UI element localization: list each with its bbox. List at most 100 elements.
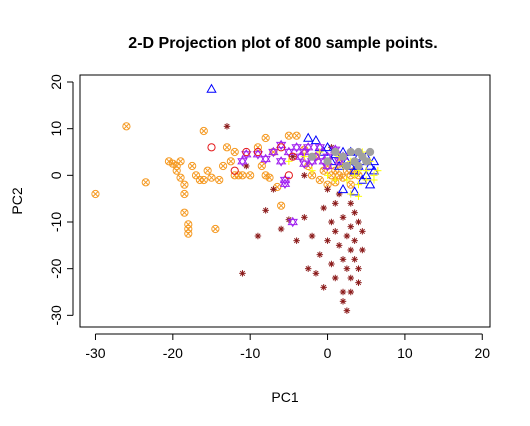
data-point: [283, 146, 295, 158]
data-point: [291, 142, 302, 153]
plot-frame: [79, 74, 491, 328]
data-point: [253, 147, 263, 157]
data-point: [365, 147, 375, 157]
data-point: [279, 178, 291, 189]
data-point: [254, 232, 262, 240]
points-layer: [91, 83, 382, 314]
data-point: [355, 218, 362, 226]
data-point: [332, 200, 339, 207]
data-point: [335, 242, 343, 249]
data-point: [351, 171, 359, 179]
data-point: [349, 186, 360, 196]
data-point: [328, 218, 335, 226]
data-point: [357, 174, 368, 184]
data-point: [301, 172, 308, 179]
data-point: [199, 126, 208, 136]
data-point: [262, 207, 269, 214]
data-point: [292, 131, 301, 140]
x-tick-label: 20: [474, 345, 490, 361]
data-point: [176, 157, 185, 166]
data-point: [328, 260, 335, 268]
data-point: [302, 142, 314, 153]
data-point: [303, 132, 314, 142]
data-point: [342, 161, 351, 171]
x-tick-label: -30: [85, 345, 105, 361]
data-point: [347, 274, 354, 282]
data-point: [351, 256, 358, 263]
data-point: [260, 153, 271, 165]
data-point: [316, 148, 324, 156]
data-point: [368, 156, 380, 166]
data-point: [370, 176, 378, 184]
data-point: [91, 189, 100, 199]
data-point: [362, 157, 371, 166]
data-point: [265, 173, 274, 182]
data-point: [246, 171, 255, 180]
data-point: [239, 270, 246, 277]
data-point: [331, 147, 340, 157]
y-axis-label: PC2: [9, 187, 25, 214]
data-point: [277, 143, 286, 152]
data-point: [332, 228, 339, 235]
data-point: [343, 265, 351, 272]
y-tick-label: 10: [48, 121, 64, 137]
data-point: [355, 265, 362, 272]
data-point: [324, 186, 331, 193]
data-point: [238, 171, 247, 180]
data-point: [206, 83, 217, 93]
data-point: [188, 161, 197, 171]
data-point: [230, 166, 239, 175]
data-point: [354, 181, 363, 189]
data-point: [307, 152, 317, 161]
data-point: [308, 167, 316, 175]
x-tick-label: 0: [324, 345, 332, 361]
data-point: [343, 232, 351, 240]
data-point: [257, 161, 266, 171]
data-point: [199, 175, 208, 185]
data-point: [354, 161, 363, 171]
x-tick-label: -10: [240, 345, 260, 361]
data-point: [215, 175, 224, 185]
data-point: [362, 167, 370, 175]
data-point: [304, 265, 312, 272]
data-point: [307, 171, 317, 180]
x-axis-label: PC1: [271, 389, 298, 405]
data-point: [285, 157, 293, 165]
data-point: [320, 284, 327, 291]
data-point: [331, 176, 339, 184]
data-point: [343, 307, 351, 314]
data-point: [354, 192, 363, 200]
data-point: [346, 147, 355, 157]
data-point: [337, 184, 349, 194]
y-tick-label: 0: [48, 171, 64, 179]
data-point: [226, 157, 235, 166]
data-point: [288, 152, 297, 161]
data-point: [310, 135, 322, 145]
data-point: [293, 237, 300, 244]
data-point: [333, 160, 345, 170]
data-point: [176, 173, 185, 182]
data-point: [122, 122, 131, 131]
data-point: [207, 173, 216, 182]
data-point: [339, 288, 347, 296]
y-tick-label: -10: [48, 212, 64, 232]
data-point: [355, 279, 362, 286]
data-point: [300, 153, 308, 161]
data-point: [339, 298, 347, 305]
data-point: [141, 178, 150, 187]
data-point: [339, 214, 347, 221]
data-point: [359, 246, 366, 254]
data-point: [207, 143, 216, 152]
data-point: [230, 147, 239, 157]
data-point: [180, 180, 189, 189]
y-tick-label: 20: [48, 74, 64, 90]
data-point: [299, 158, 310, 169]
data-point: [364, 160, 376, 170]
data-point: [277, 225, 285, 233]
data-point: [223, 123, 231, 130]
x-tick-label: 10: [397, 345, 413, 361]
data-point: [347, 246, 354, 254]
data-point: [172, 161, 181, 171]
data-point: [242, 147, 251, 157]
data-point: [203, 166, 212, 175]
